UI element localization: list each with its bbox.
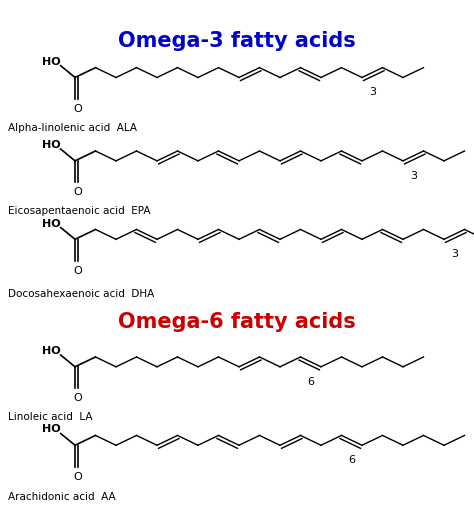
Text: HO: HO — [42, 218, 61, 228]
Text: 3: 3 — [410, 171, 417, 180]
Text: 6: 6 — [348, 454, 355, 464]
Text: 3: 3 — [451, 248, 458, 259]
Text: O: O — [73, 187, 82, 197]
Text: O: O — [73, 392, 82, 403]
Text: Alpha-linolenic acid  ALA: Alpha-linolenic acid ALA — [8, 122, 137, 132]
Text: Docosahexaenoic acid  DHA: Docosahexaenoic acid DHA — [8, 289, 154, 299]
Text: HO: HO — [42, 56, 61, 67]
Text: Omega-3 fatty acids: Omega-3 fatty acids — [118, 32, 356, 51]
Text: HO: HO — [42, 345, 61, 355]
Text: Omega-6 fatty acids: Omega-6 fatty acids — [118, 312, 356, 331]
Text: O: O — [73, 104, 82, 114]
Text: O: O — [73, 265, 82, 275]
Text: Eicosapentaenoic acid  EPA: Eicosapentaenoic acid EPA — [8, 206, 151, 215]
Text: Arachidonic acid  AA: Arachidonic acid AA — [8, 491, 116, 501]
Text: O: O — [73, 471, 82, 481]
Text: HO: HO — [42, 140, 61, 150]
Text: 6: 6 — [307, 376, 314, 386]
Text: Linoleic acid  LA: Linoleic acid LA — [8, 411, 92, 421]
Text: HO: HO — [42, 423, 61, 434]
Text: 3: 3 — [369, 87, 376, 97]
